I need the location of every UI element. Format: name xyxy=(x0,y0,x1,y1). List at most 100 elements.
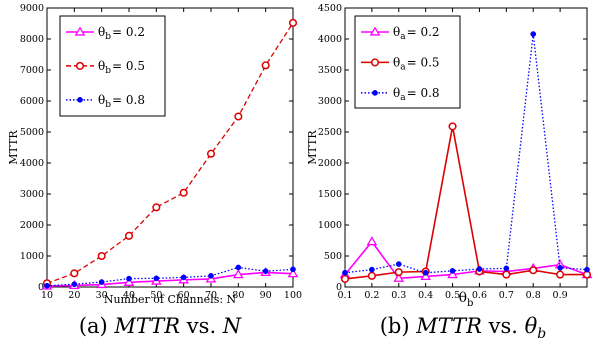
x-axis-label-main: θ xyxy=(459,290,467,306)
legend: θa= 0.2θa= 0.5θa= 0.8 xyxy=(354,15,461,109)
y-axis-label: MTTR xyxy=(7,130,20,165)
legend-sub: b xyxy=(105,32,111,42)
dot-marker xyxy=(126,275,132,282)
dot-marker xyxy=(476,266,483,272)
triangle-marker xyxy=(393,272,405,282)
circle-marker xyxy=(97,251,106,261)
x-tick-label: 0.5 xyxy=(445,290,460,301)
x-tick-label: 0.7 xyxy=(499,290,514,301)
legend-symbol: θ xyxy=(393,25,400,39)
caption-prefix: (b) xyxy=(380,314,417,338)
legend: θb= 0.2θb= 0.5θb= 0.8 xyxy=(59,15,166,117)
circle-marker xyxy=(206,149,216,158)
y-tick-label: 2000 xyxy=(20,220,44,231)
y-tick-label: 6000 xyxy=(20,96,44,107)
x-tick-label: 0.1 xyxy=(337,290,352,301)
x-tick-label: 30 xyxy=(96,290,108,301)
dot-marker xyxy=(98,279,105,285)
y-tick-label: 1000 xyxy=(20,251,44,262)
y-tick-label: 3000 xyxy=(318,96,342,107)
circle-marker xyxy=(370,58,380,67)
legend-value: = 0.2 xyxy=(112,25,145,39)
series-line xyxy=(46,271,294,287)
y-tick-label: 8000 xyxy=(20,34,44,45)
x-tick-label: 90 xyxy=(260,290,272,301)
dot-marker xyxy=(372,90,378,96)
chart-b: 0 500 1000 1500 2000 2500 3000 3500 4000 4500 0.1 0… xyxy=(306,3,593,342)
legend-value: = 0.8 xyxy=(407,86,440,100)
y-tick-label: 4500 xyxy=(318,3,342,14)
legend-label: θa= 0.2 xyxy=(393,25,440,42)
triangle-marker xyxy=(74,26,86,36)
y-tick-label: 3500 xyxy=(318,65,342,76)
circle-marker xyxy=(152,203,161,212)
x-axis-label-sub: b xyxy=(467,298,473,309)
caption-lhs: MTTR xyxy=(113,314,180,338)
circle-marker xyxy=(75,61,85,70)
dot-marker xyxy=(369,266,375,273)
dot-marker xyxy=(77,96,83,103)
y-tick-label: 2500 xyxy=(318,127,342,138)
legend-label: θa= 0.5 xyxy=(393,55,440,72)
x-axis-label: θb xyxy=(459,290,474,309)
series-line xyxy=(344,240,588,280)
series-line xyxy=(344,33,588,274)
legend-label: θb= 0.5 xyxy=(98,59,145,76)
y-tick-label: 3000 xyxy=(20,189,44,200)
dot-marker xyxy=(342,269,348,276)
circle-marker xyxy=(556,270,565,279)
x-tick-label: 80 xyxy=(232,290,244,301)
x-tick-label: 50 xyxy=(150,290,162,301)
circle-marker xyxy=(367,271,376,280)
x-tick-label: 0.8 xyxy=(526,290,541,301)
dot-marker xyxy=(449,268,456,274)
legend-sub: a xyxy=(400,93,406,103)
circle-marker xyxy=(340,274,350,283)
dot-marker xyxy=(557,264,563,271)
legend-sub: b xyxy=(105,100,111,110)
circle-marker xyxy=(234,112,243,121)
dot-marker xyxy=(584,266,590,273)
y-tick-label: 0 xyxy=(336,282,342,293)
triangle-marker xyxy=(287,268,299,278)
y-tick-label: 0 xyxy=(38,282,44,293)
caption-rhs: N xyxy=(222,314,242,338)
circle-marker xyxy=(124,231,134,240)
x-tick-label: 0.9 xyxy=(553,290,568,301)
series-2 xyxy=(342,31,590,276)
dot-marker xyxy=(290,266,296,273)
dot-marker xyxy=(503,265,510,272)
y-tick-label: 2000 xyxy=(318,158,342,169)
circle-marker xyxy=(261,61,270,70)
caption-vs: vs. xyxy=(180,314,223,338)
caption: (a) MTTR vs. N xyxy=(79,314,242,338)
y-tick-label: 7000 xyxy=(20,65,44,76)
y-tick-label: 500 xyxy=(324,251,342,262)
series-line xyxy=(344,126,587,280)
dot-marker xyxy=(235,264,242,271)
legend-symbol: θ xyxy=(98,59,105,73)
legend-label: θb= 0.8 xyxy=(98,93,145,110)
triangle-marker xyxy=(123,276,135,286)
dot-marker xyxy=(71,281,78,288)
dot-marker xyxy=(44,282,50,289)
circle-marker xyxy=(529,266,538,275)
circle-marker xyxy=(179,188,188,197)
y-tick-label: 1000 xyxy=(318,220,342,231)
circle-marker xyxy=(288,18,298,27)
x-tick-label: 60 xyxy=(178,290,190,301)
legend-value: = 0.8 xyxy=(112,93,145,107)
series-line xyxy=(46,266,294,287)
legend-symbol: θ xyxy=(98,93,105,107)
y-tick-label: 4000 xyxy=(318,34,342,45)
caption-lhs: MTTR xyxy=(415,314,482,338)
y-tick-label: 4000 xyxy=(20,158,44,169)
x-tick-label: 70 xyxy=(205,290,217,301)
circle-marker xyxy=(70,269,79,278)
y-tick-label: 5000 xyxy=(20,127,44,138)
dot-marker xyxy=(422,269,429,276)
triangle-marker xyxy=(420,270,432,281)
legend-value: = 0.5 xyxy=(407,55,440,69)
legend-label: θa= 0.8 xyxy=(393,86,440,103)
